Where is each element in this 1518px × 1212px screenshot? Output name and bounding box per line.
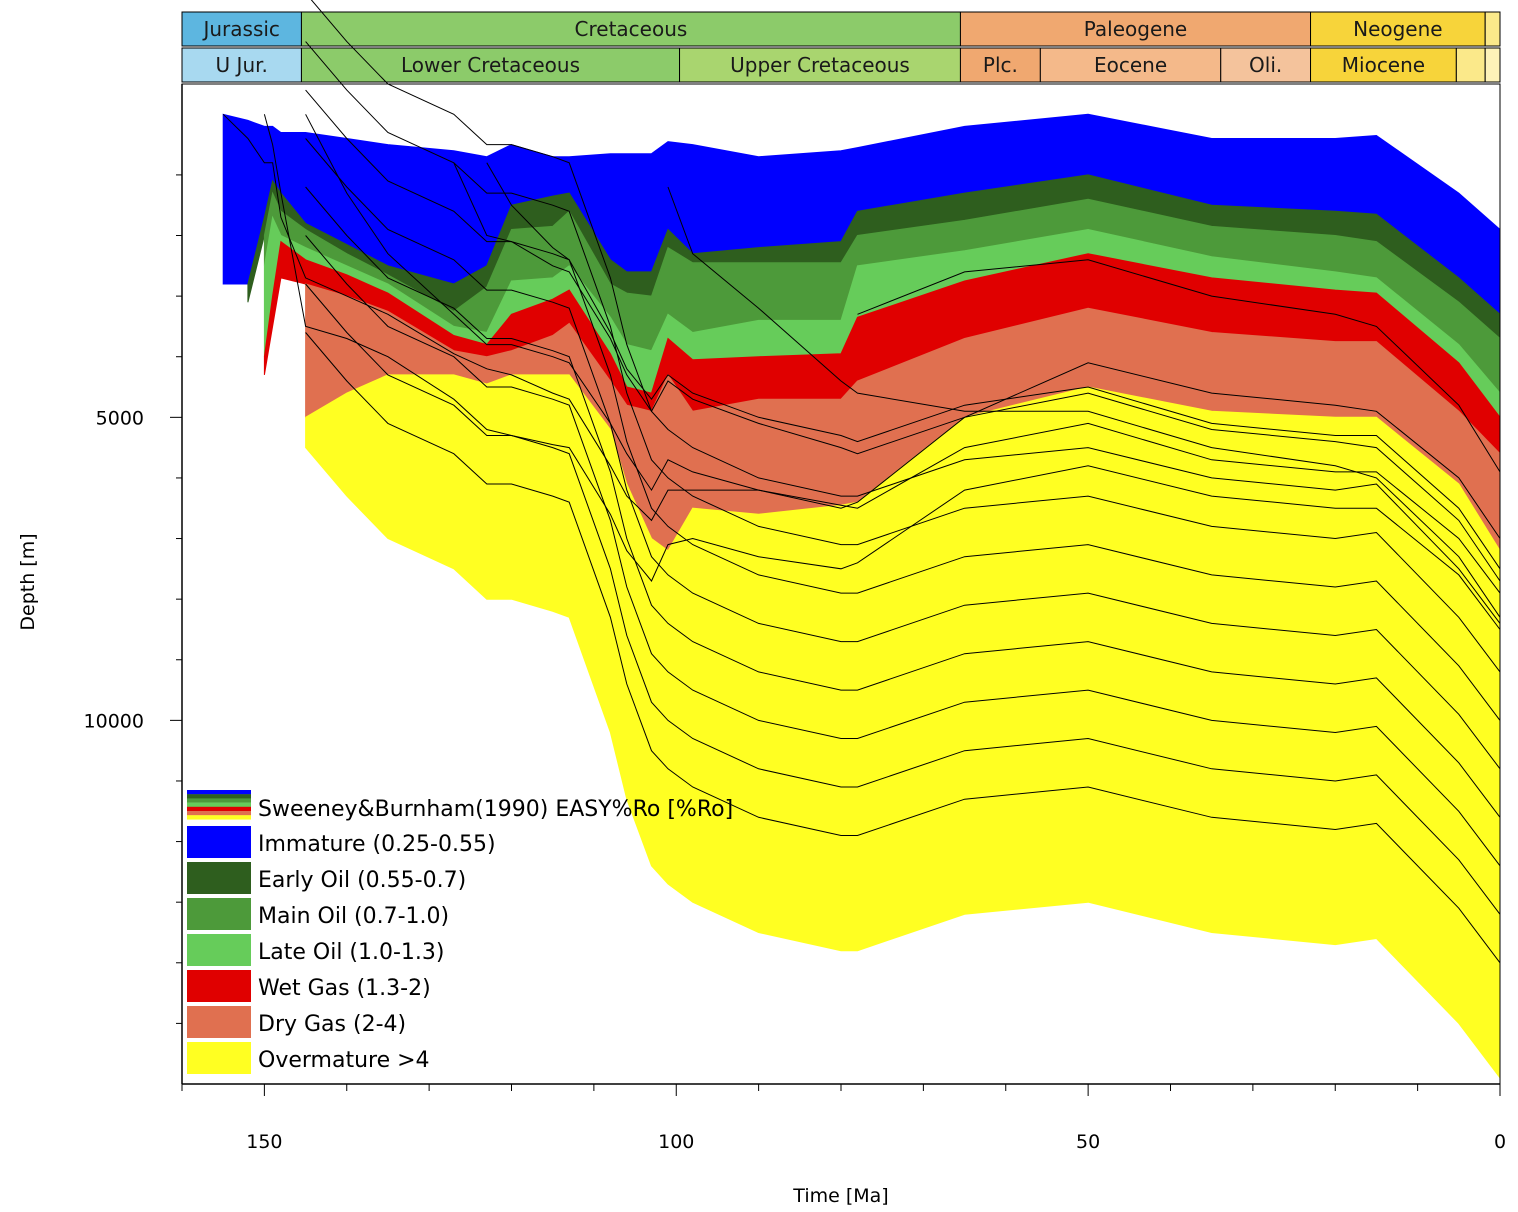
epoch-cell — [181, 47, 302, 83]
period-band: Jurassic Cretaceous Paleogene Neogene — [181, 11, 1501, 47]
horizon-line — [667, 186, 1501, 618]
epoch-label: Miocene — [1342, 53, 1425, 77]
legend-swatch — [187, 970, 251, 1002]
horizon-line — [305, 235, 1501, 867]
period-cell — [181, 11, 302, 47]
period-cell — [300, 11, 961, 47]
y-tick-label: 10000 — [84, 710, 144, 732]
legend-swatch — [187, 934, 251, 966]
legend-label: Wet Gas (1.3-2) — [258, 976, 431, 1001]
legend-label: Dry Gas (2-4) — [258, 1012, 406, 1037]
epoch-label: Oli. — [1249, 53, 1282, 77]
epoch-cell — [679, 47, 961, 83]
legend: Sweeney&Burnham(1990) EASY%Ro [%Ro] Immat… — [187, 790, 733, 1074]
legend-gradient-stripe — [187, 806, 251, 812]
period-label: Paleogene — [1084, 17, 1188, 41]
epoch-cell — [959, 47, 1041, 83]
x-axis-title: Time [Ma] — [792, 1185, 888, 1207]
horizon-line — [305, 283, 1501, 915]
epoch-cell — [1484, 47, 1501, 83]
epoch-label: U Jur. — [216, 53, 268, 77]
legend-gradient-stripe — [187, 790, 251, 795]
x-tick-label: 0 — [1494, 1131, 1506, 1153]
y-tick-label: 5000 — [96, 407, 144, 429]
legend-label: Immature (0.25-0.55) — [258, 832, 496, 857]
legend-gradient-stripe — [187, 815, 251, 820]
horizon-line — [305, 186, 1501, 818]
epoch-cell — [1455, 47, 1486, 83]
legend-swatch — [187, 1042, 251, 1074]
legend-label: Overmature >4 — [258, 1048, 430, 1073]
legend-gradient-stripe — [187, 802, 251, 807]
legend-swatch — [187, 826, 251, 858]
legend-swatch — [187, 898, 251, 930]
epoch-label: Plc. — [983, 53, 1018, 77]
horizon-line — [453, 162, 1501, 582]
epoch-label: Lower Cretaceous — [401, 53, 580, 77]
legend-title: Sweeney&Burnham(1990) EASY%Ro [%Ro] — [258, 797, 733, 822]
period-label: Cretaceous — [575, 17, 688, 41]
y-axis-title: Depth [m] — [17, 533, 39, 630]
horizon-line — [263, 114, 1501, 630]
period-label: Neogene — [1353, 17, 1442, 41]
legend-gradient-stripe — [187, 794, 251, 799]
x-tick-label: 100 — [658, 1131, 694, 1153]
period-cell — [1484, 11, 1501, 47]
horizon-line — [310, 0, 1501, 624]
epoch-band: U Jur. Lower Cretaceous Upper Cretaceous Pl… — [181, 47, 1501, 83]
epoch-label: Eocene — [1094, 53, 1167, 77]
x-tick-label: 150 — [246, 1131, 282, 1153]
horizon-lines — [222, 0, 1501, 964]
horizon-line — [305, 41, 1501, 673]
legend-label: Main Oil (0.7-1.0) — [258, 904, 449, 929]
horizon-line — [305, 89, 1501, 721]
horizon-line — [305, 138, 1501, 770]
legend-label: Early Oil (0.55-0.7) — [258, 868, 466, 893]
epoch-cell — [1039, 47, 1222, 83]
legend-gradient-stripe — [187, 811, 251, 816]
legend-swatch — [187, 1006, 251, 1038]
epoch-label: Upper Cretaceous — [730, 53, 910, 77]
horizon-line — [305, 114, 1501, 594]
legend-swatch — [187, 862, 251, 894]
y-ticks: 5000 10000 — [84, 174, 182, 1024]
horizon-line — [857, 259, 1501, 473]
horizon-line — [305, 332, 1501, 964]
period-label: Jurassic — [201, 17, 279, 41]
horizon-line — [222, 113, 1501, 539]
plot-areas — [222, 113, 1501, 1080]
epoch-cell — [300, 47, 681, 83]
x-tick-label: 50 — [1076, 1131, 1100, 1153]
legend-label: Late Oil (1.0-1.3) — [258, 940, 445, 965]
x-ticks: 150 100 50 0 — [181, 1084, 1506, 1153]
legend-gradient-stripe — [187, 798, 251, 803]
period-cell — [959, 11, 1312, 47]
epoch-cell — [1220, 47, 1312, 83]
